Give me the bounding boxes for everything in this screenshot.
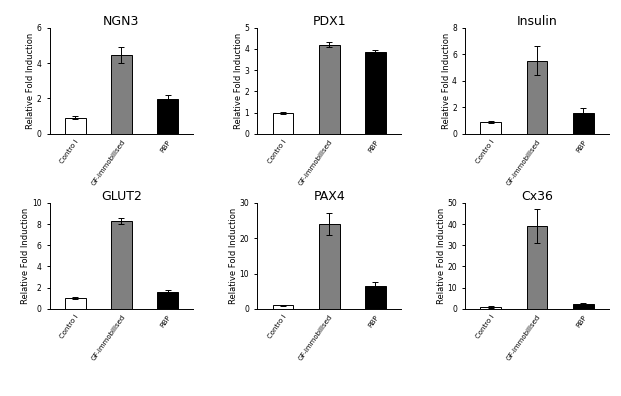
Y-axis label: Relative Fold Induction: Relative Fold Induction bbox=[442, 32, 451, 129]
Bar bbox=[111, 221, 132, 309]
Title: Insulin: Insulin bbox=[517, 15, 557, 28]
Bar bbox=[273, 112, 293, 134]
Title: PDX1: PDX1 bbox=[312, 15, 346, 28]
Bar bbox=[573, 304, 594, 309]
Bar bbox=[480, 122, 501, 134]
Bar bbox=[111, 55, 132, 134]
Bar bbox=[573, 112, 594, 134]
Y-axis label: Relative Fold Induction: Relative Fold Induction bbox=[229, 208, 238, 304]
Y-axis label: Relative Fold Induction: Relative Fold Induction bbox=[26, 32, 35, 129]
Bar bbox=[480, 307, 501, 309]
Y-axis label: Relative Fold Induction: Relative Fold Induction bbox=[437, 208, 446, 304]
Bar bbox=[319, 224, 340, 309]
Bar bbox=[157, 292, 178, 309]
Bar bbox=[273, 305, 293, 309]
Bar bbox=[365, 52, 386, 134]
Bar bbox=[65, 118, 86, 134]
Bar bbox=[527, 61, 547, 134]
Title: Cx36: Cx36 bbox=[521, 190, 553, 203]
Title: GLUT2: GLUT2 bbox=[101, 190, 142, 203]
Bar bbox=[65, 298, 86, 309]
Y-axis label: Relative Fold Induction: Relative Fold Induction bbox=[234, 32, 243, 129]
Bar bbox=[365, 286, 386, 309]
Bar bbox=[319, 45, 340, 134]
Title: PAX4: PAX4 bbox=[313, 190, 345, 203]
Y-axis label: Relative Fold Induction: Relative Fold Induction bbox=[21, 208, 30, 304]
Bar bbox=[157, 99, 178, 134]
Title: NGN3: NGN3 bbox=[103, 15, 140, 28]
Bar bbox=[527, 226, 547, 309]
